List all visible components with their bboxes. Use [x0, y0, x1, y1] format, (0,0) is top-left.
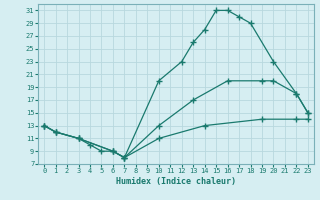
X-axis label: Humidex (Indice chaleur): Humidex (Indice chaleur)	[116, 177, 236, 186]
